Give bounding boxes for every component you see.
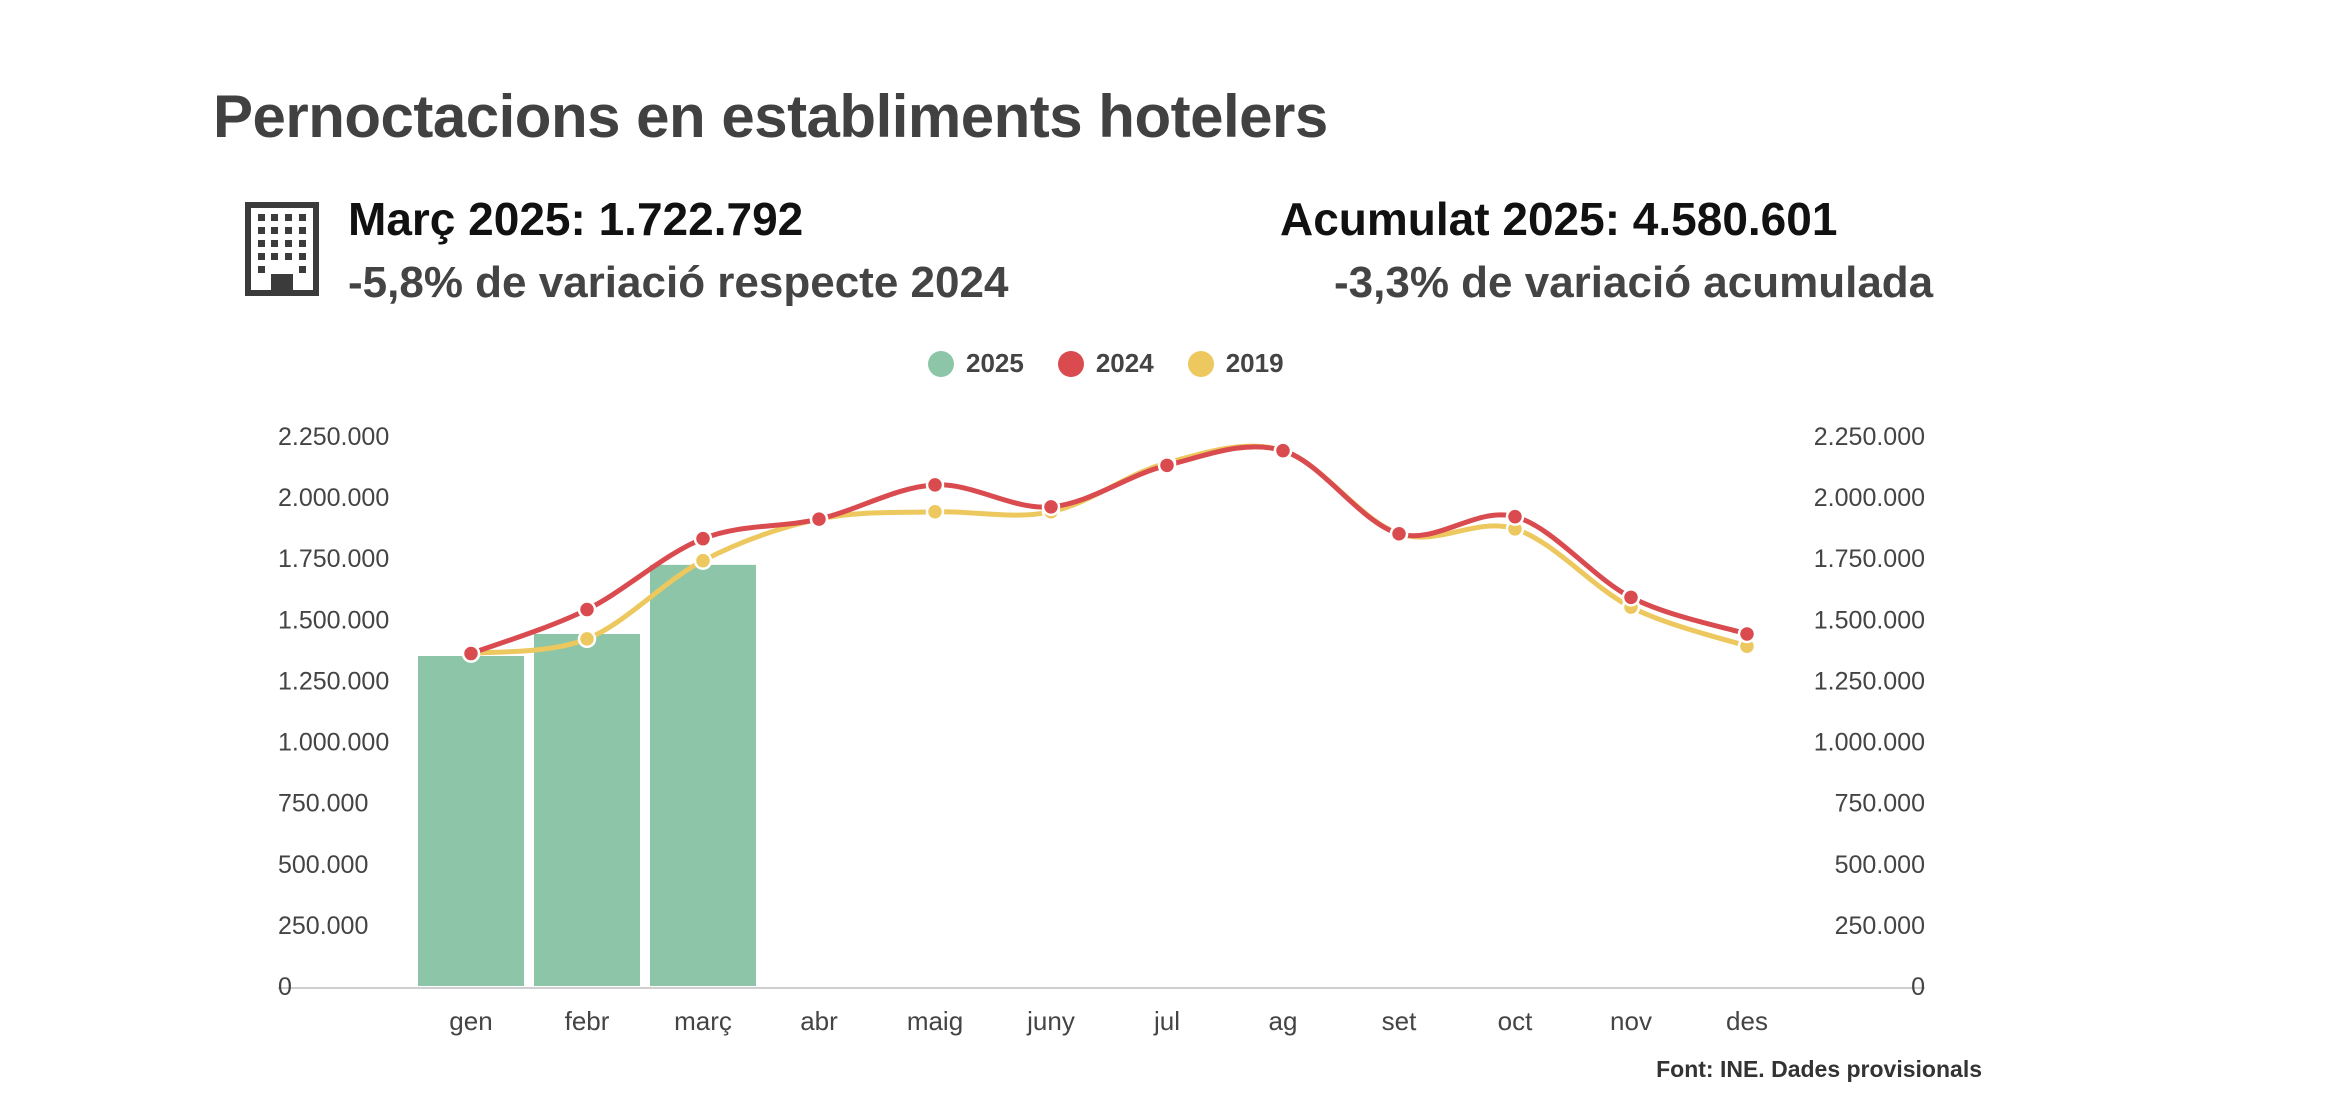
- y-tick-label-right: 500.000: [1835, 851, 1925, 879]
- legend-swatch-2019: [1187, 350, 1214, 377]
- point-2024: [693, 529, 713, 548]
- y-tick-label-right: 2.250.000: [1814, 423, 1925, 451]
- point-2024: [1737, 624, 1757, 644]
- x-tick-label: ag: [1269, 1006, 1298, 1036]
- legend-item-2025[interactable]: 2025: [928, 348, 1024, 379]
- legend-label-2024: 2024: [1095, 348, 1154, 378]
- bar-2025: [534, 634, 640, 986]
- y-tick-label-left: 2.000.000: [278, 484, 389, 512]
- point-2019: [693, 551, 713, 570]
- legend-label-2025: 2025: [966, 348, 1024, 378]
- kpi-month-value: Març 2025: 1.722.792: [348, 193, 804, 245]
- x-tick-label: nov: [1610, 1006, 1652, 1036]
- point-2024: [809, 509, 829, 529]
- point-2024: [1273, 441, 1293, 460]
- x-tick-label: des: [1726, 1006, 1768, 1036]
- kpi-accumulated-variation: -3,3% de variació acumulada: [1334, 258, 1934, 307]
- point-2024: [925, 475, 945, 495]
- legend-item-2019[interactable]: 2019: [1187, 348, 1284, 379]
- x-tick-label: març: [674, 1006, 732, 1036]
- bar-2025: [650, 564, 756, 986]
- chart-title: Pernoctacions en establiments hotelers: [213, 83, 1328, 150]
- x-tick-label: juny: [1026, 1006, 1075, 1036]
- point-2019: [925, 502, 945, 522]
- y-tick-label-left: 1.750.000: [278, 545, 389, 573]
- building-icon: [245, 202, 319, 296]
- source-note: Font: INE. Dades provisionals: [1656, 1056, 1982, 1082]
- y-tick-label-left: 1.250.000: [278, 667, 389, 695]
- y-tick-label-right: 2.000.000: [1814, 484, 1925, 512]
- legend-item-2024[interactable]: 2024: [1057, 348, 1154, 379]
- y-tick-label-right: 1.000.000: [1814, 729, 1925, 757]
- y-tick-label-right: 1.250.000: [1814, 667, 1925, 695]
- kpi-month-variation: -5,8% de variació respecte 2024: [348, 258, 1009, 307]
- x-tick-label: gen: [449, 1006, 492, 1036]
- x-tick-label: oct: [1498, 1006, 1533, 1036]
- x-tick-label: abr: [800, 1006, 838, 1036]
- point-2024: [1389, 524, 1409, 544]
- bar-2025: [418, 656, 524, 986]
- y-tick-label-left: 1.500.000: [278, 606, 389, 634]
- y-tick-label-left: 250.000: [278, 912, 368, 940]
- y-tick-label-left: 500.000: [278, 851, 368, 879]
- point-2024: [1505, 507, 1525, 526]
- y-tick-label-right: 1.750.000: [1814, 545, 1925, 573]
- point-2024: [1157, 456, 1177, 475]
- y-tick-label-left: 750.000: [278, 790, 368, 818]
- y-tick-label-left: 2.250.000: [278, 423, 389, 451]
- x-tick-label: maig: [907, 1006, 963, 1036]
- line-2024: [468, 444, 1750, 657]
- point-2024: [1041, 497, 1061, 517]
- y-tick-label-left: 1.000.000: [278, 729, 389, 757]
- legend-swatch-2025: [928, 350, 954, 377]
- y-tick-label-left: 0: [278, 973, 292, 1001]
- point-2024: [577, 600, 597, 619]
- point-2019: [577, 629, 597, 649]
- legend-swatch-2024: [1057, 350, 1084, 377]
- chart-legend: 2025 2024 2019: [928, 348, 1284, 379]
- y-tick-label-right: 750.000: [1835, 790, 1925, 818]
- kpi-accumulated-value: Acumulat 2025: 4.580.601: [1280, 193, 1838, 245]
- x-tick-label: set: [1382, 1006, 1417, 1036]
- x-tick-label: febr: [565, 1006, 610, 1036]
- x-tick-label: jul: [1153, 1006, 1180, 1036]
- legend-label-2019: 2019: [1225, 348, 1284, 378]
- point-2024: [461, 644, 481, 663]
- point-2024: [1621, 588, 1641, 607]
- y-tick-label-right: 0: [1911, 973, 1925, 1001]
- y-tick-label-right: 250.000: [1835, 912, 1925, 940]
- y-tick-label-right: 1.500.000: [1814, 606, 1925, 634]
